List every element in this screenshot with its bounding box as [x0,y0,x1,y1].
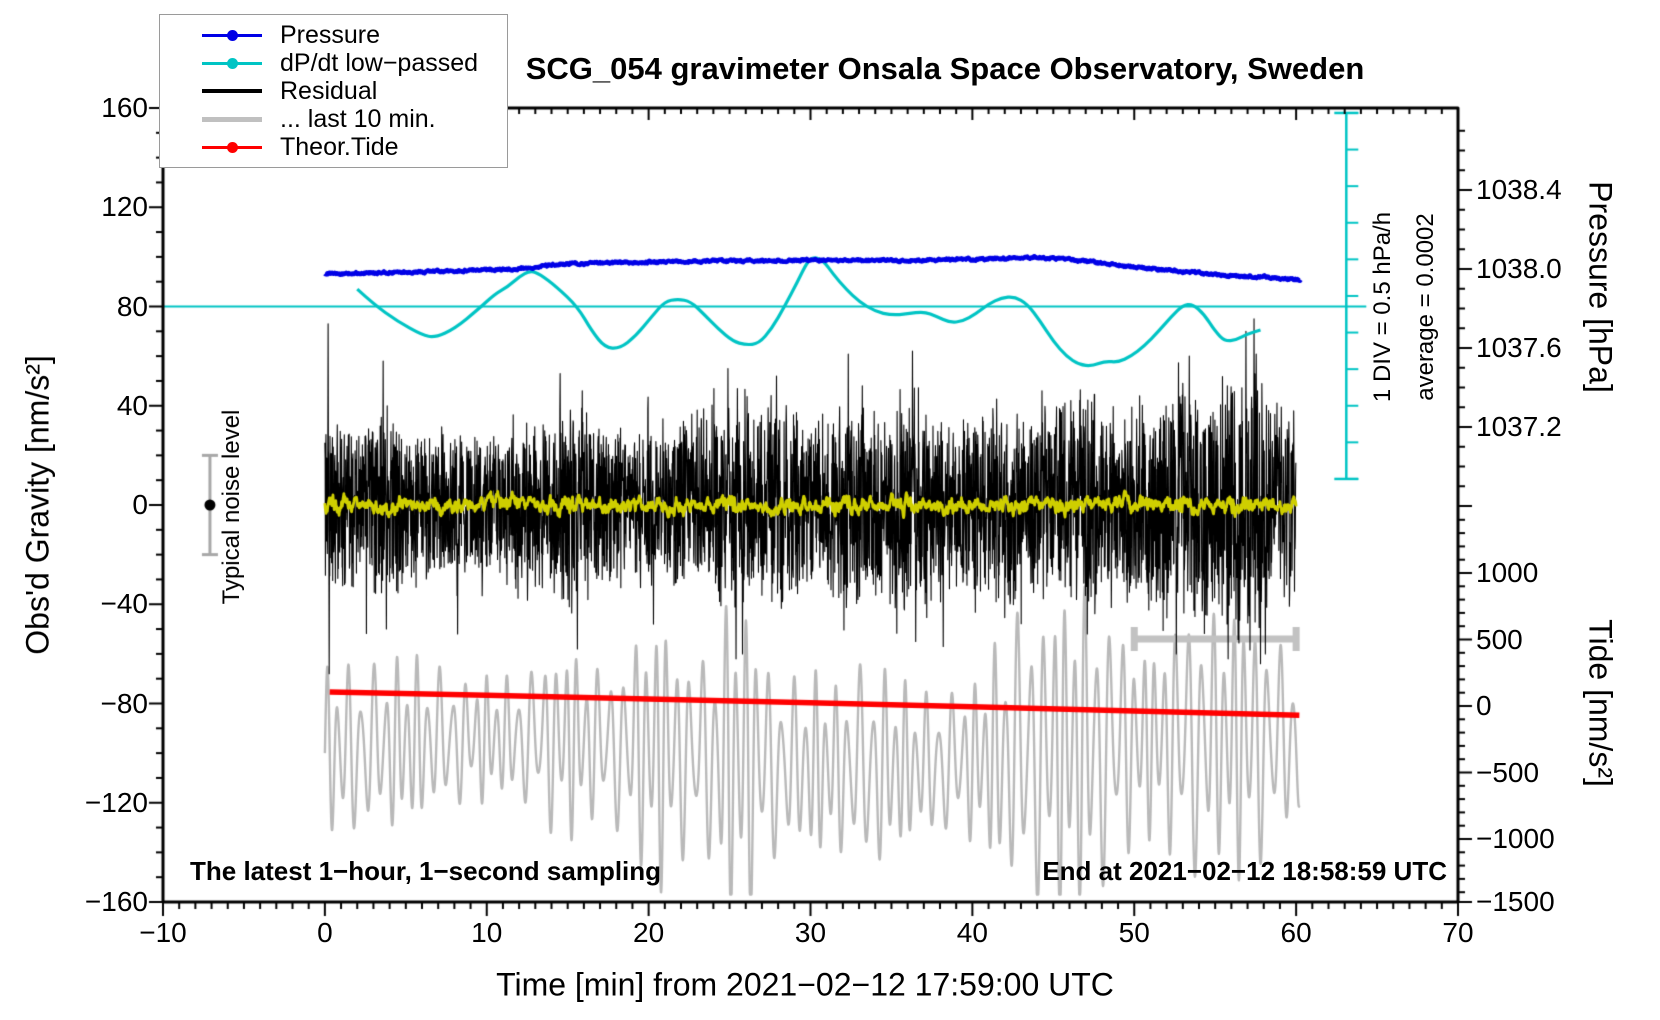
pressure-tick-label: 1038.4 [1476,174,1562,205]
x-axis-title: Time [min] from 2021−02−12 17:59:00 UTC [496,966,1114,1003]
pressure-line-icon [202,29,262,41]
pressure-tick-label: 1037.2 [1476,411,1562,442]
legend-item-dpdt: dP/dt low−passed [160,49,507,77]
pressure-tick-label: 1037.6 [1476,332,1562,363]
legend-item-pressure: Pressure [160,21,507,49]
tide-line-icon [202,141,262,153]
gravity-tick-label: −80 [100,687,149,719]
x-tick-label: 60 [1280,917,1312,948]
x-tick-label: 20 [633,917,665,948]
tide-tick-label: 500 [1476,623,1523,655]
residual-line-icon [202,89,262,93]
pressure-axis-title: Pressure [hPa] [1582,181,1619,393]
gravity-tick-label: −40 [100,588,149,620]
tide-tick-label: 0 [1476,690,1492,721]
gravity-tick-label: 120 [101,191,148,223]
end-time-note: End at 2021−02−12 18:58:59 UTC [1042,856,1447,886]
average-label: average = 0.0002 [1412,213,1439,401]
legend-item-tide: Theor.Tide [160,133,507,161]
legend-label: ... last 10 min. [280,104,436,133]
pressure-tick-label: 1038.0 [1476,253,1562,284]
gravity-tick-label: 160 [101,92,148,123]
noise-level-label: Typical noise level [218,409,245,605]
legend-label: dP/dt low−passed [280,48,479,77]
legend-label: Residual [280,76,378,105]
x-tick-label: 30 [794,917,827,948]
x-tick-label: 70 [1442,917,1474,948]
legend-label: Theor.Tide [280,132,399,161]
legend-label: Pressure [280,20,381,49]
x-tick-label: 0 [317,917,333,948]
legend-item-last10: ... last 10 min. [160,105,507,133]
gravity-tick-label: −120 [84,786,148,818]
x-tick-label: 50 [1118,917,1150,948]
tide-tick-label: 1000 [1476,557,1539,588]
chart-title: SCG_054 gravimeter Onsala Space Observat… [525,51,1365,86]
div-scale-label: 1 DIV = 0.5 hPa/h [1369,211,1396,403]
legend-item-residual: Residual [160,77,507,105]
tide-tick-label: −500 [1476,756,1540,788]
gravity-tick-label: 80 [116,290,148,322]
x-tick-label: 10 [471,917,503,948]
sampling-note: The latest 1−hour, 1−second sampling [190,856,662,886]
gravity-tick-label: 0 [132,489,148,520]
legend-box: Pressure dP/dt low−passed Residual ... l… [159,14,508,168]
x-tick-label: −10 [139,917,187,948]
x-tick-label: 40 [956,917,988,948]
tide-tick-label: −1500 [1476,886,1555,917]
last10-line-icon [202,116,262,122]
tide-axis-title: Tide [nm/s²] [1582,619,1619,787]
dpdt-line-icon [202,57,262,69]
tide-tick-label: −1000 [1476,823,1555,854]
gravity-tick-label: −160 [84,886,148,917]
gravity-tick-label: 40 [116,389,148,421]
